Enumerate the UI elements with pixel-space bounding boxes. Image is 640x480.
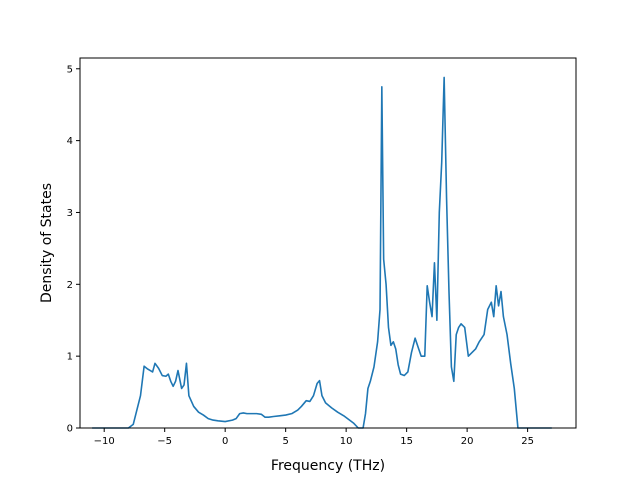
axis-ticks: −10 −5 0 5 10 15 20 25 0 1 2 3 4 5 [67,64,534,447]
x-tick-label: 20 [461,436,474,447]
y-tick-label: 4 [67,136,73,147]
x-axis-label: Frequency (THz) [271,458,385,474]
y-tick-label: 0 [67,424,73,435]
x-tick-label: 25 [521,436,534,447]
y-axis-label: Density of States [39,183,55,303]
x-tick-label: 10 [340,436,353,447]
y-tick-label: 1 [67,352,73,363]
x-tick-label: 15 [400,436,413,447]
y-tick-label: 3 [67,208,73,219]
plot-frame [79,57,577,429]
x-tick-label: 0 [222,436,228,447]
plot-area [80,58,576,428]
x-tick-label: −5 [157,436,172,447]
x-tick-label: −10 [94,436,115,447]
y-tick-label: 5 [67,64,73,75]
x-tick-label: 5 [282,436,288,447]
y-tick-label: 2 [67,280,73,291]
